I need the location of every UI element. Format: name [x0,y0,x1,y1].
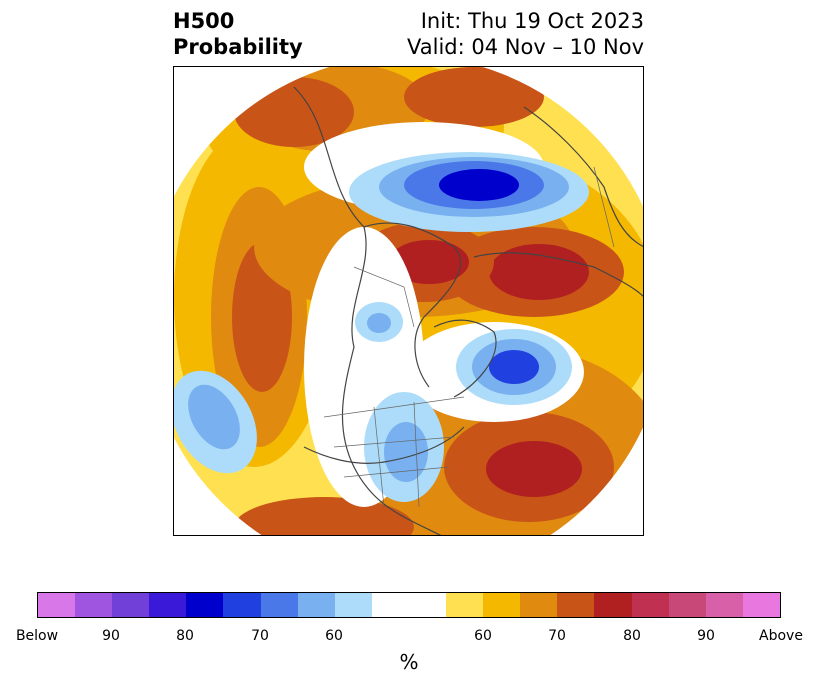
title-variable: H500 [173,9,235,33]
colorbar-tick-label: 70 [251,628,269,644]
colorbar-swatch [260,593,298,617]
colorbar-swatch [668,593,706,617]
central-above-core [389,240,469,284]
colorbar-swatch [705,593,743,617]
colorbar-swatch [446,593,484,617]
hudson-below-core [367,313,391,333]
colorbar-swatch [297,593,335,617]
atlantic-above-core [486,441,582,497]
forecast-dates: Init: Thu 19 Oct 2023 Valid: 04 Nov – 10… [407,8,644,60]
init-date: Init: Thu 19 Oct 2023 [420,9,644,33]
colorbar-swatch [483,593,521,617]
probability-map [174,67,643,535]
north-east-above-anomaly [404,67,544,127]
colorbar-tick-label: 90 [102,628,120,644]
colorbar [37,592,781,618]
colorbar-tick-label: 80 [176,628,194,644]
colorbar-swatch [75,593,113,617]
colorbar-swatch [149,593,187,617]
colorbar-swatch [631,593,669,617]
colorbar-swatch [334,593,372,617]
south-above-zone [234,497,414,535]
atlantic-below-core [489,350,539,384]
colorbar-tick-label: Above [759,628,803,644]
valid-range: Valid: 04 Nov – 10 Nov [407,35,644,59]
colorbar-tick-label: 80 [623,628,641,644]
east-above-core [489,244,589,300]
colorbar-unit-label: % [399,650,419,674]
colorbar-swatch [371,593,409,617]
colorbar-swatch [112,593,150,617]
colorbar-swatch [520,593,558,617]
map-panel [173,66,644,536]
title-metric: Probability [173,35,303,59]
colorbar-tick-label: 90 [697,628,715,644]
colorbar-swatch [186,593,224,617]
arctic-below-core [439,169,519,201]
colorbar-tick-label: 70 [548,628,566,644]
coastlines [293,86,643,535]
pacific-below-core [188,384,240,450]
colorbar-swatch [223,593,261,617]
colorbar-tick-label: Below [15,628,59,644]
colorbar-swatch [594,593,632,617]
colorbar-swatch [38,593,76,617]
colorbar-tick-label: 60 [325,628,343,644]
colorbar-swatch [408,593,447,617]
colorbar-swatch [557,593,595,617]
map-title: H500 Probability [173,8,303,60]
borders [323,166,615,508]
colorbar-tick-label: 60 [474,628,492,644]
colorbar-swatch [742,593,780,617]
